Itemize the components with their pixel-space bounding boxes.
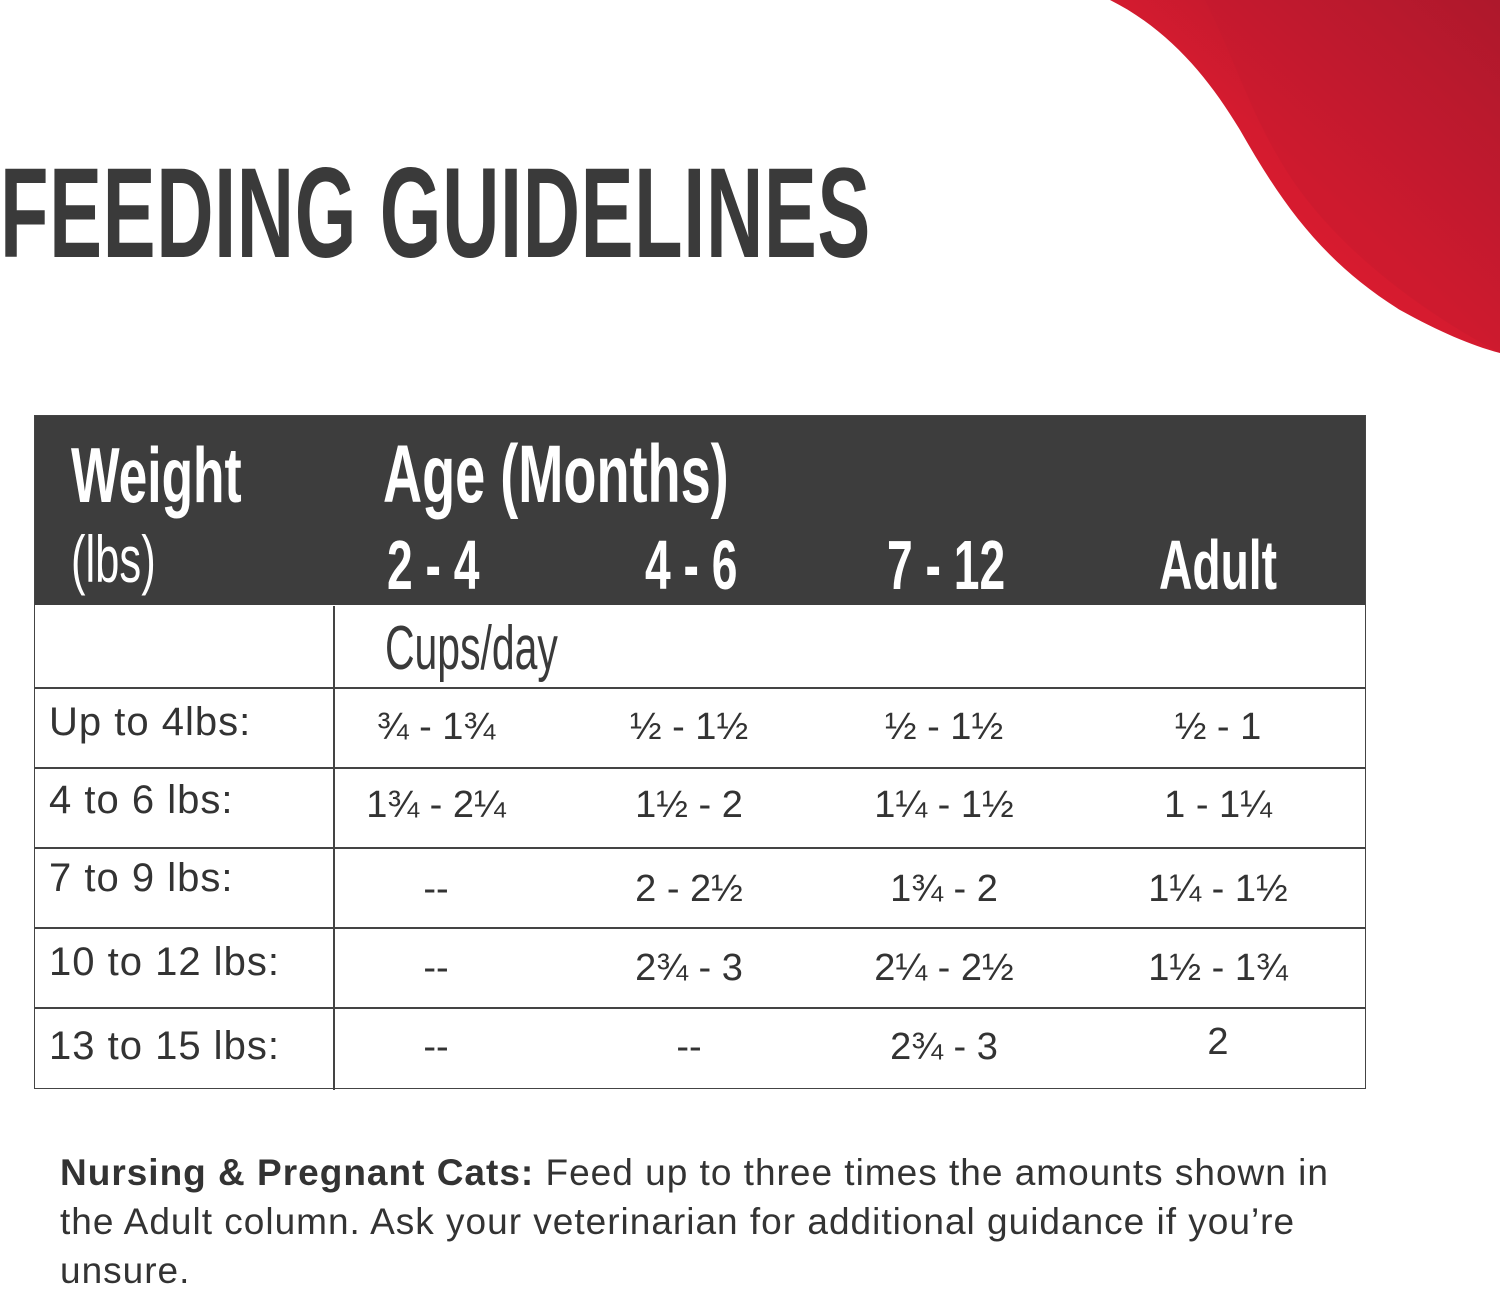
- page-title: FEEDING GUIDELINES: [0, 142, 871, 285]
- feeding-table: Weight (lbs) Age (Months) 2 - 4 4 - 6 7 …: [34, 415, 1366, 1090]
- row-divider: [35, 1007, 1365, 1009]
- value-cell: --: [423, 947, 449, 989]
- value-cell: --: [423, 868, 449, 910]
- age-header: Age (Months): [383, 429, 729, 520]
- weight-label: 10 to 12 lbs:: [49, 940, 280, 984]
- age-column-2-4: 2 - 4: [387, 526, 480, 604]
- value-cell: 1 - 1¼: [1164, 784, 1272, 826]
- value-cell: ½ - 1: [1174, 706, 1262, 748]
- value-cell: 2¼ - 2½: [874, 947, 1014, 989]
- value-cell: --: [423, 1026, 449, 1068]
- red-swoosh-decoration: [1110, 0, 1500, 353]
- value-cell: 1½ - 2: [635, 784, 743, 826]
- unit-label: Cups/day: [385, 614, 558, 683]
- note-label: Nursing & Pregnant Cats:: [60, 1152, 535, 1193]
- row-divider: [35, 687, 1365, 689]
- value-cell: ½ - 1½: [884, 706, 1004, 748]
- weight-label: 13 to 15 lbs:: [49, 1024, 280, 1068]
- row-divider: [35, 767, 1365, 769]
- value-cell: 1¾ - 2¼: [366, 784, 506, 826]
- table-header: Weight (lbs) Age (Months) 2 - 4 4 - 6 7 …: [35, 416, 1365, 605]
- weight-unit: (lbs): [71, 522, 156, 596]
- value-cell: 2¾ - 3: [890, 1026, 998, 1068]
- value-cell: 1¼ - 1½: [874, 784, 1014, 826]
- value-cell: --: [676, 1026, 702, 1068]
- weight-label: 4 to 6 lbs:: [49, 778, 234, 822]
- age-column-adult: Adult: [1159, 526, 1278, 604]
- age-column-7-12: 7 - 12: [887, 526, 1006, 604]
- value-cell: ¾ - 1¾: [376, 706, 496, 748]
- age-column-4-6: 4 - 6: [645, 526, 738, 604]
- nursing-note: Nursing & Pregnant Cats: Feed up to thre…: [60, 1148, 1380, 1295]
- note-text: Feed up to three times the amounts shown…: [60, 1152, 1329, 1291]
- weight-label: 7 to 9 lbs:: [49, 856, 234, 900]
- value-cell: 1¼ - 1½: [1148, 868, 1288, 910]
- value-cell: 1½ - 1¾: [1148, 947, 1288, 989]
- value-cell: 1¾ - 2: [890, 868, 998, 910]
- weight-header: Weight: [71, 431, 242, 519]
- row-divider: [35, 927, 1365, 929]
- value-cell: 2 - 2½: [635, 868, 743, 910]
- value-cell: 2¾ - 3: [635, 947, 743, 989]
- value-cell: ½ - 1½: [629, 706, 749, 748]
- row-divider: [35, 847, 1365, 849]
- value-cell: 2: [1207, 1021, 1229, 1063]
- weight-label: Up to 4lbs:: [49, 700, 252, 744]
